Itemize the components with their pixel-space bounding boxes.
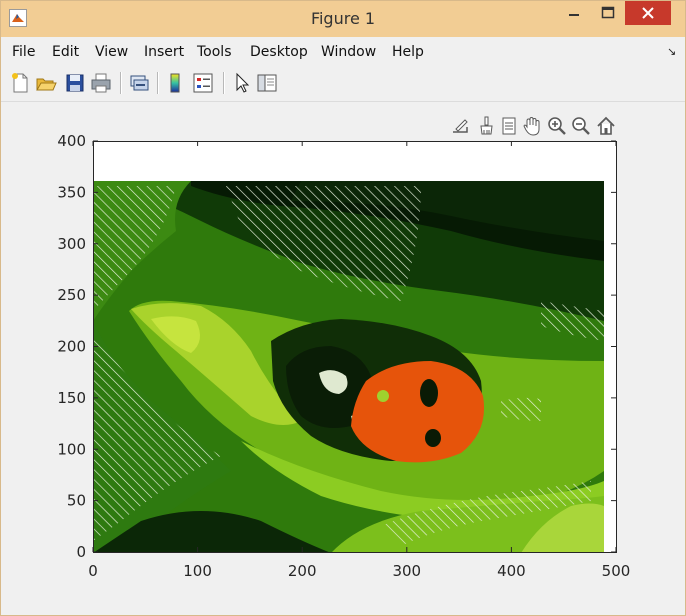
- link-plot-icon[interactable]: [127, 71, 151, 95]
- image-hatch-top: [226, 186, 421, 301]
- image-hatch-right: [541, 301, 604, 341]
- save-icon[interactable]: [63, 71, 87, 95]
- x-tick-label: 100: [183, 562, 212, 580]
- menu-insert[interactable]: Insert: [144, 44, 185, 60]
- y-tick-label: 250: [57, 286, 86, 304]
- window-title: Figure 1: [310, 9, 376, 28]
- zoom-out-icon[interactable]: [570, 115, 592, 137]
- y-tick-label: 150: [57, 389, 86, 407]
- x-tick-label: 200: [288, 562, 317, 580]
- y-tick-label: 200: [57, 338, 86, 356]
- maximize-button[interactable]: [591, 1, 625, 25]
- y-tick-label: 100: [57, 440, 86, 458]
- open-file-icon[interactable]: [34, 71, 58, 95]
- image-hatch-bottom: [381, 481, 591, 546]
- image-region-ladybug-dot-1: [420, 379, 438, 407]
- image-region-bottom-right-bright: [521, 503, 604, 553]
- x-tick-label: 0: [88, 562, 98, 580]
- insert-legend-icon[interactable]: [191, 71, 215, 95]
- matlab-app-icon[interactable]: [9, 9, 27, 27]
- toolbar-separator: [157, 72, 158, 94]
- scatter-image: [93, 181, 604, 553]
- image-region-ladybug-shell: [351, 361, 485, 463]
- export-icon[interactable]: [450, 115, 472, 137]
- y-tick-label: 350: [57, 183, 86, 201]
- new-figure-icon[interactable]: [8, 71, 32, 95]
- y-tick-label: 0: [76, 543, 86, 561]
- image-region-bottom-dark: [93, 511, 331, 553]
- brush-icon[interactable]: [475, 115, 497, 137]
- menu-bar: File Edit View Insert Tools Desktop Wind…: [1, 37, 685, 67]
- figure-toolbar: [1, 67, 685, 102]
- menu-window[interactable]: Window: [321, 44, 377, 60]
- image-hatch-left-bottom: [93, 331, 221, 541]
- zoom-in-icon[interactable]: [546, 115, 568, 137]
- menu-tools[interactable]: Tools: [197, 44, 232, 60]
- toolbar-separator: [223, 72, 224, 94]
- y-tick-label: 300: [57, 235, 86, 253]
- close-button[interactable]: [625, 1, 671, 25]
- x-tick-label: 400: [497, 562, 526, 580]
- x-tick-label: 300: [392, 562, 421, 580]
- pan-hand-icon[interactable]: [521, 115, 543, 137]
- toolbar-separator: [120, 72, 121, 94]
- insert-colorbar-icon[interactable]: [163, 71, 187, 95]
- image-region-ladybug-eye: [319, 370, 348, 394]
- menu-help[interactable]: Help: [392, 44, 424, 60]
- menu-view[interactable]: View: [95, 44, 129, 60]
- show-plot-tools-icon[interactable]: [255, 71, 279, 95]
- y-tick-label: 50: [67, 492, 86, 510]
- title-bar[interactable]: Figure 1: [1, 1, 685, 37]
- image-hatch-small: [501, 397, 541, 421]
- minimize-button[interactable]: [557, 1, 591, 25]
- restore-view-home-icon[interactable]: [595, 115, 617, 137]
- menu-edit[interactable]: Edit: [52, 44, 80, 60]
- print-icon[interactable]: [89, 71, 113, 95]
- data-tips-icon[interactable]: [498, 115, 520, 137]
- edit-plot-arrow-icon[interactable]: [230, 71, 254, 95]
- y-axis: 0 50 100 150 200 250 300 350 400: [57, 132, 616, 561]
- dock-arrow-icon[interactable]: ↘: [667, 45, 677, 58]
- y-tick-label: 400: [57, 132, 86, 150]
- image-hatch-left-top: [93, 186, 176, 311]
- x-tick-label: 500: [602, 562, 631, 580]
- x-axis: 0 100 200 300 400 500: [88, 141, 630, 580]
- image-region-ladybug-dot-2: [425, 429, 441, 447]
- image-region-ladybug-glint: [377, 390, 389, 402]
- menu-desktop[interactable]: Desktop: [250, 44, 308, 60]
- image-region-leaf-bright: [151, 316, 200, 353]
- menu-file[interactable]: File: [12, 44, 36, 60]
